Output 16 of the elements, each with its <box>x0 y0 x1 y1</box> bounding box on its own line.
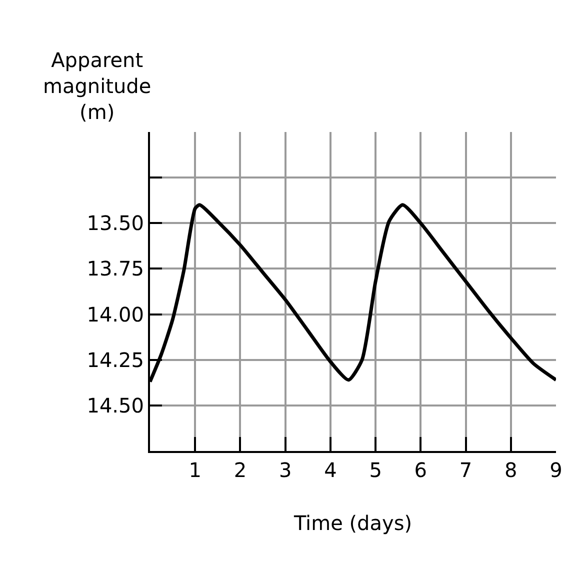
x-tick-label: 9 <box>550 458 562 482</box>
x-tick-label: 3 <box>278 458 292 482</box>
y-axis-title: Apparent magnitude (m) <box>43 48 152 124</box>
x-tick-label: 1 <box>188 458 202 482</box>
x-tick-label: 5 <box>369 458 382 482</box>
x-tick-label: 2 <box>234 458 247 482</box>
y-tick-label: 13.75 <box>86 256 144 281</box>
y-tick-label: 13.50 <box>86 211 144 236</box>
x-axis-title: Time (days) <box>292 511 412 535</box>
y-tick-label: 14.00 <box>86 302 144 326</box>
x-tick-label: 8 <box>504 458 518 482</box>
y-tick-label: 14.25 <box>86 348 144 372</box>
y-tick-label: 14.50 <box>86 393 144 418</box>
x-tick-label: 4 <box>324 458 337 482</box>
x-tick-label: 7 <box>459 458 472 482</box>
x-tick-label: 6 <box>414 458 428 482</box>
